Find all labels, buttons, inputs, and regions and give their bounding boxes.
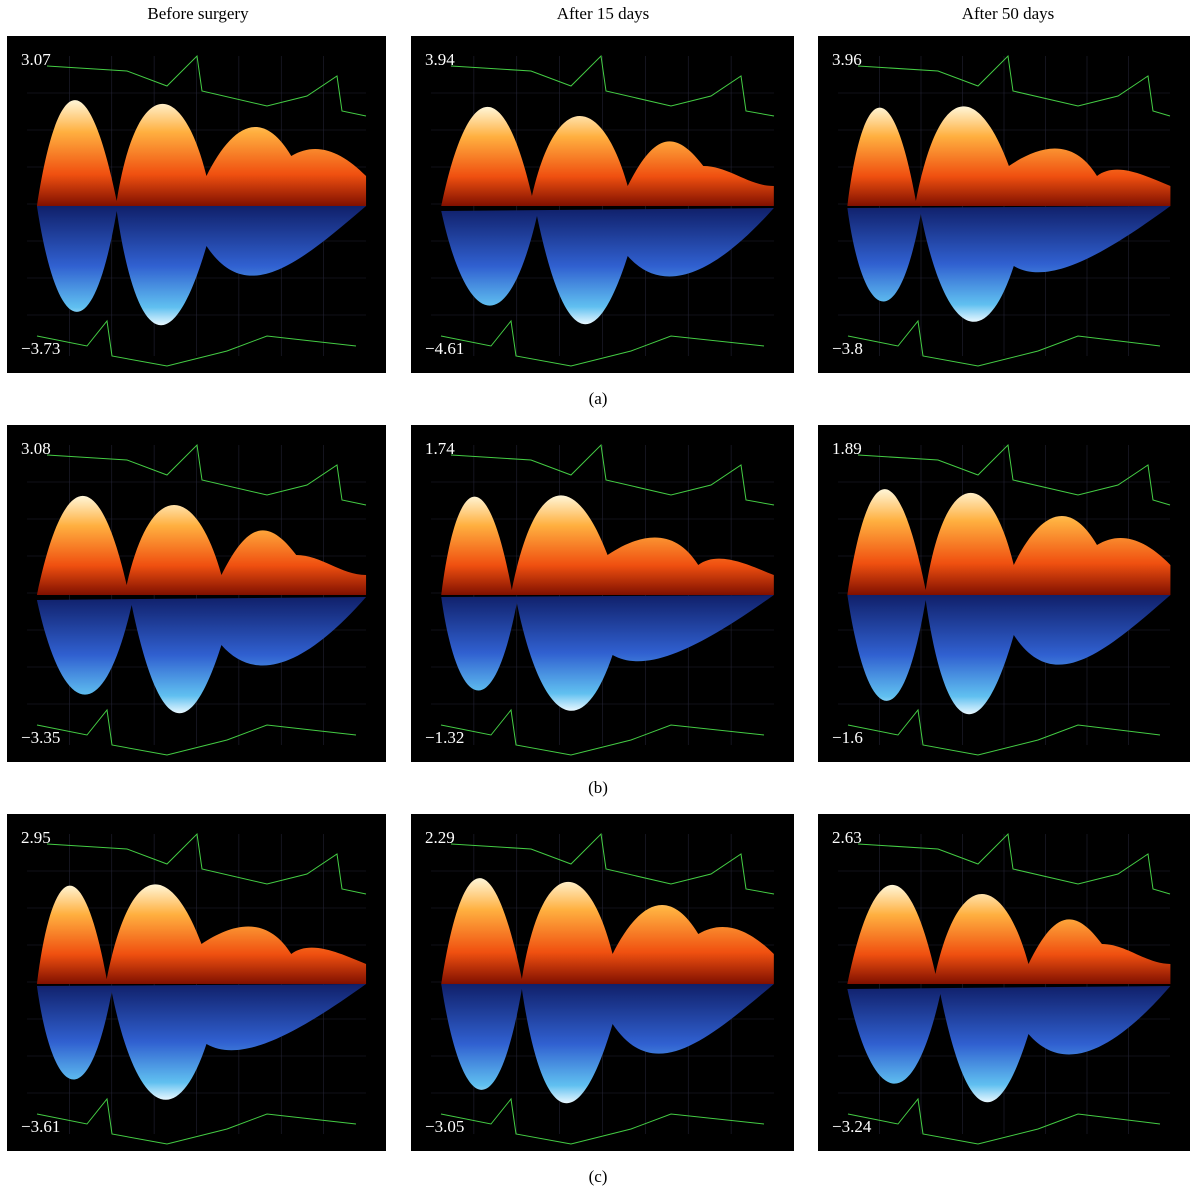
surface-panel: 1.74 −1.32 — [411, 425, 794, 762]
max-value: 2.63 — [832, 828, 862, 847]
surface-panel: 3.08 −3.35 — [7, 425, 386, 762]
max-value: 3.96 — [832, 50, 862, 69]
min-value: −3.61 — [21, 1117, 60, 1136]
min-value: −1.32 — [425, 728, 464, 747]
max-value: 3.94 — [425, 50, 455, 69]
surface-panel: 3.07 −3.73 — [7, 36, 386, 373]
min-value: −3.24 — [832, 1117, 872, 1136]
max-value: 1.89 — [832, 439, 862, 458]
max-value: 3.07 — [21, 50, 51, 69]
row-label: (c) — [589, 1167, 608, 1186]
row-label: (b) — [588, 778, 608, 797]
surface-panel: 1.89 −1.6 — [818, 425, 1190, 762]
min-value: −4.61 — [425, 339, 464, 358]
column-header: After 50 days — [962, 4, 1055, 23]
max-value: 1.74 — [425, 439, 455, 458]
min-value: −3.05 — [425, 1117, 464, 1136]
min-value: −3.35 — [21, 728, 60, 747]
figure: Before surgery After 15 days After 50 days… — [0, 0, 1193, 1189]
column-header: Before surgery — [147, 4, 249, 23]
surface-panel: 2.63 −3.24 — [818, 814, 1190, 1151]
min-value: −3.8 — [832, 339, 863, 358]
max-value: 3.08 — [21, 439, 51, 458]
surface-panel: 2.29 −3.05 — [411, 814, 794, 1151]
row-label: (a) — [589, 389, 608, 408]
min-value: −3.73 — [21, 339, 60, 358]
column-header: After 15 days — [557, 4, 650, 23]
surface-panel: 3.94 −4.61 — [411, 36, 794, 373]
surface-panel: 3.96 −3.8 — [818, 36, 1190, 373]
surface-panel: 2.95 −3.61 — [7, 814, 386, 1151]
min-value: −1.6 — [832, 728, 863, 747]
max-value: 2.29 — [425, 828, 455, 847]
max-value: 2.95 — [21, 828, 51, 847]
